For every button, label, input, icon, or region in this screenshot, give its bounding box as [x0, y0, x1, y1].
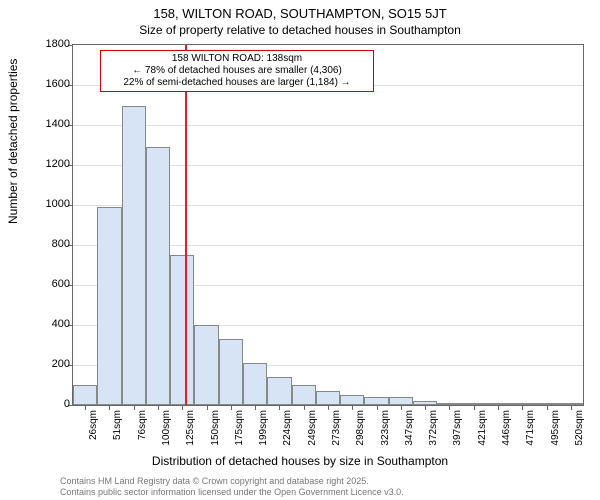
y-tick-label: 1400 [20, 118, 70, 130]
reference-line [185, 45, 187, 405]
citation-line2: Contains public sector information licen… [60, 487, 404, 498]
x-tick-mark [377, 405, 378, 410]
y-tick-label: 400 [20, 318, 70, 330]
y-tick-label: 0 [20, 398, 70, 410]
bar [146, 147, 170, 405]
x-tick-label: 100sqm [161, 410, 172, 446]
x-tick-mark [498, 405, 499, 410]
y-tick-label: 1800 [20, 38, 70, 50]
annotation-line2: ← 78% of detached houses are smaller (4,… [107, 65, 367, 77]
bar [364, 397, 388, 405]
x-tick-mark [231, 405, 232, 410]
x-axis-label: Distribution of detached houses by size … [0, 454, 600, 468]
bar [316, 391, 340, 405]
x-tick-mark [449, 405, 450, 410]
x-tick-label: 249sqm [307, 410, 318, 446]
x-tick-label: 421sqm [477, 410, 488, 446]
bar [97, 207, 121, 405]
x-tick-label: 224sqm [282, 410, 293, 446]
x-tick-mark [158, 405, 159, 410]
citation-line1: Contains HM Land Registry data © Crown c… [60, 476, 404, 487]
annotation-box: 158 WILTON ROAD: 138sqm ← 78% of detache… [100, 50, 374, 92]
bar [340, 395, 364, 405]
x-tick-mark [109, 405, 110, 410]
y-tick-label: 1200 [20, 158, 70, 170]
x-tick-label: 495sqm [550, 410, 561, 446]
y-tick-label: 600 [20, 278, 70, 290]
bar [243, 363, 267, 405]
x-tick-label: 520sqm [574, 410, 585, 446]
x-tick-mark [182, 405, 183, 410]
x-tick-label: 26sqm [88, 410, 99, 440]
x-tick-mark [522, 405, 523, 410]
x-tick-label: 76sqm [137, 410, 148, 440]
bar [194, 325, 218, 405]
x-tick-label: 323sqm [380, 410, 391, 446]
gridline [73, 125, 583, 126]
chart-subtitle: Size of property relative to detached ho… [0, 23, 600, 39]
citation: Contains HM Land Registry data © Crown c… [60, 476, 404, 498]
chart-container: 158, WILTON ROAD, SOUTHAMPTON, SO15 5JT … [0, 0, 600, 500]
bar [292, 385, 316, 405]
y-tick-label: 1000 [20, 198, 70, 210]
x-tick-mark [85, 405, 86, 410]
x-tick-label: 298sqm [355, 410, 366, 446]
bar [267, 377, 291, 405]
x-tick-mark [425, 405, 426, 410]
x-tick-mark [352, 405, 353, 410]
x-tick-mark [547, 405, 548, 410]
x-tick-mark [134, 405, 135, 410]
x-tick-label: 347sqm [404, 410, 415, 446]
bar [122, 106, 146, 405]
bar [73, 385, 97, 405]
x-tick-label: 199sqm [258, 410, 269, 446]
x-tick-label: 175sqm [234, 410, 245, 446]
bar [389, 397, 413, 405]
plot-area [72, 44, 584, 406]
x-tick-mark [401, 405, 402, 410]
x-tick-label: 471sqm [525, 410, 536, 446]
x-tick-label: 372sqm [428, 410, 439, 446]
annotation-line3: 22% of semi-detached houses are larger (… [107, 77, 367, 89]
x-tick-label: 446sqm [501, 410, 512, 446]
x-tick-mark [255, 405, 256, 410]
x-tick-label: 125sqm [185, 410, 196, 446]
x-tick-mark [474, 405, 475, 410]
x-tick-label: 51sqm [112, 410, 123, 440]
x-tick-mark [304, 405, 305, 410]
chart-title: 158, WILTON ROAD, SOUTHAMPTON, SO15 5JT [0, 0, 600, 23]
x-tick-mark [328, 405, 329, 410]
x-tick-mark [279, 405, 280, 410]
x-tick-mark [207, 405, 208, 410]
bar [170, 255, 194, 405]
x-tick-label: 273sqm [331, 410, 342, 446]
y-tick-label: 200 [20, 358, 70, 370]
y-tick-label: 1600 [20, 78, 70, 90]
y-axis-label: Number of detached properties [6, 59, 20, 224]
bar [219, 339, 243, 405]
annotation-line1: 158 WILTON ROAD: 138sqm [107, 53, 367, 65]
y-tick-label: 800 [20, 238, 70, 250]
x-tick-mark [571, 405, 572, 410]
x-tick-label: 397sqm [452, 410, 463, 446]
x-tick-label: 150sqm [210, 410, 221, 446]
